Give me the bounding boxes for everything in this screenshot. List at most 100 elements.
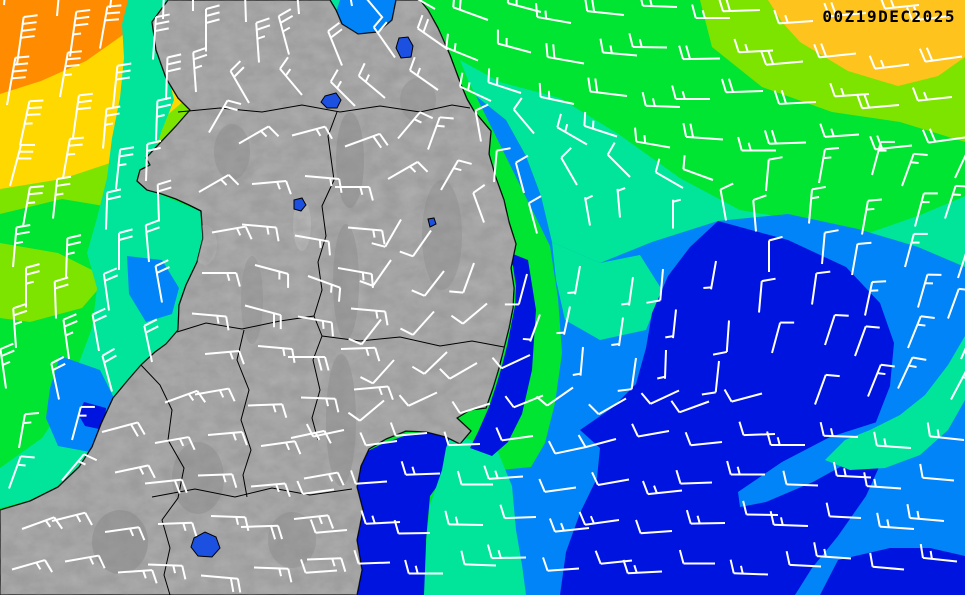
wind-barb (587, 77, 628, 97)
barb-tick-full (726, 460, 732, 475)
barb-tick-full (23, 14, 38, 18)
barb-tick-full (75, 15, 90, 20)
barb-tick-full (116, 69, 131, 74)
barb-tick-full (928, 128, 937, 143)
barb-shaft (257, 345, 293, 350)
wind-barb (251, 180, 292, 195)
wind-barb (307, 275, 342, 302)
barb-tick-full (591, 0, 596, 13)
barb-tick-full (334, 398, 340, 413)
wind-barb (919, 463, 955, 482)
wind-barb (291, 125, 333, 140)
wind-barb (293, 514, 335, 529)
barb-tick-full (512, 97, 523, 110)
wind-barb (782, 470, 819, 487)
wind-barb (560, 147, 578, 186)
wind-barb (12, 302, 28, 349)
wind-barb (460, 550, 497, 567)
barb-shaft (834, 93, 870, 98)
barb-shaft (384, 219, 402, 248)
barb-shaft (497, 42, 532, 54)
barb-tick-full (449, 290, 464, 294)
barb-shaft (650, 389, 680, 405)
barb-shaft (112, 65, 119, 109)
barb-shaft (300, 396, 336, 400)
barb-shaft (598, 397, 627, 416)
barb-shaft (409, 69, 439, 91)
wind-barb (449, 262, 475, 294)
wind-barb (671, 85, 710, 100)
wind-barb (538, 478, 577, 493)
barb-shaft (871, 141, 882, 176)
barb-shaft (72, 95, 80, 138)
barb-tick-full (103, 354, 117, 364)
barb-shaft (768, 141, 807, 145)
wind-barb (0, 342, 15, 389)
barb-shaft (627, 570, 663, 575)
barb-tick-full (528, 195, 542, 204)
barb-shaft (821, 232, 826, 265)
barb-tick-full (157, 179, 172, 186)
barb-tick-full (439, 116, 454, 120)
barb-tick-half (880, 59, 885, 68)
barb-tick-full (22, 21, 37, 25)
barb-shaft (347, 226, 383, 232)
wind-barb (584, 0, 625, 16)
barb-tick-full (911, 87, 919, 101)
barb-tick-half (886, 519, 890, 528)
wind-barb (869, 135, 913, 151)
barb-tick-full (336, 472, 345, 486)
wind-barb (205, 4, 220, 52)
barb-tick-full (300, 559, 307, 574)
barb-shaft (954, 154, 965, 179)
wind-barb (456, 470, 493, 486)
wind-barb (296, 0, 300, 15)
barb-shaft (818, 149, 826, 184)
barb-tick-half (216, 315, 220, 324)
barb-tick-full (491, 356, 503, 369)
barb-tick-full (820, 43, 828, 57)
barb-tick-half (776, 437, 781, 446)
barb-shaft (240, 524, 279, 528)
wind-barb (210, 515, 250, 532)
wind-barb (514, 154, 529, 194)
wind-barb (864, 280, 887, 316)
barb-tick-half (365, 347, 370, 357)
barb-tick-half (275, 483, 280, 493)
wind-barb (906, 504, 945, 522)
barb-shaft (922, 556, 958, 563)
barb-tick-half (840, 87, 845, 97)
wind-barb (863, 472, 902, 490)
barb-shaft (507, 2, 542, 13)
barb-shaft (672, 309, 677, 339)
wind-barb (211, 225, 253, 240)
wind-barb (69, 8, 91, 57)
sea-region-orange-west (0, 0, 157, 94)
barb-tick-full (359, 432, 367, 446)
barb-shaft (884, 4, 920, 10)
barb-shaft (474, 110, 482, 142)
barb-tick-half (784, 14, 789, 24)
barb-tick-full (926, 422, 931, 437)
wind-barb (71, 405, 95, 441)
wind-barb (547, 440, 587, 455)
barb-shaft (6, 57, 17, 106)
barb-shaft (340, 346, 376, 350)
wind-barb (165, 53, 182, 101)
wind-barb (445, 33, 479, 62)
barb-tick-full (869, 135, 877, 150)
wind-barb (154, 436, 196, 451)
barb-shaft (947, 288, 960, 319)
barb-shaft (618, 317, 624, 347)
barb-shaft (607, 154, 631, 178)
barb-tick-half (454, 516, 459, 525)
wind-barb (818, 147, 839, 184)
barb-tick-half (67, 152, 76, 156)
barb-tick-half (178, 438, 185, 447)
barb-tick-half (182, 522, 187, 532)
barb-tick-half (643, 135, 647, 144)
barb-tick-full (834, 314, 849, 317)
barb-shaft (307, 275, 341, 289)
barb-tick-full (359, 376, 374, 385)
